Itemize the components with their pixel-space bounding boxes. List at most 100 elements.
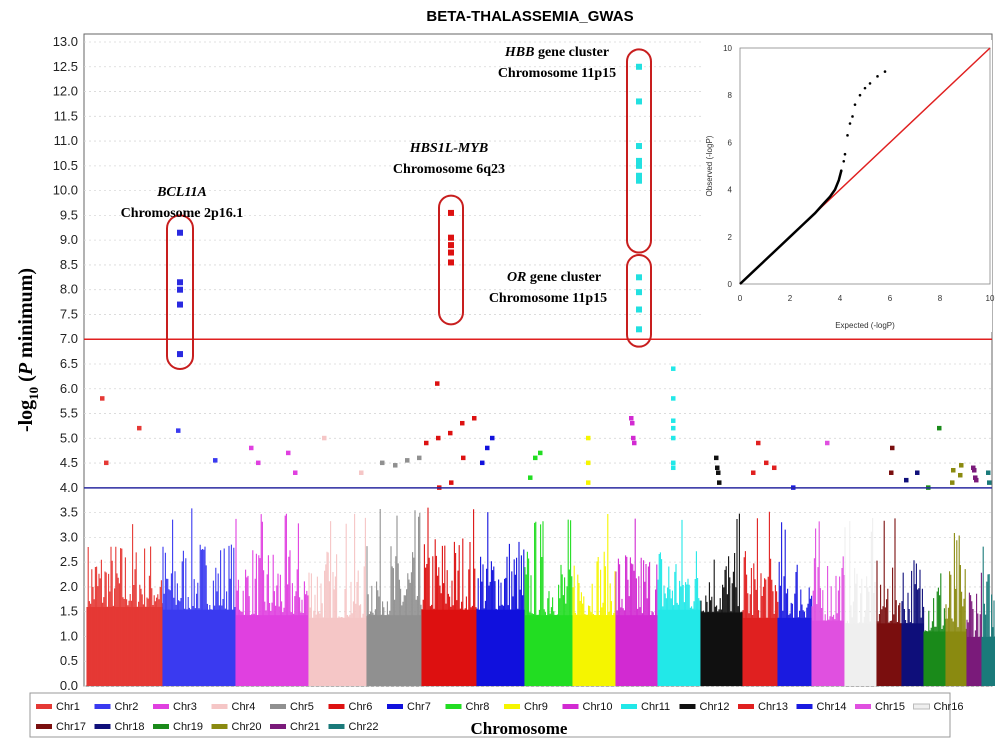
legend-label: Chr2 (115, 701, 139, 713)
qq-marks (739, 47, 991, 285)
hit-point (772, 465, 777, 471)
legend-label: Chr20 (232, 721, 262, 733)
hit-point (137, 425, 142, 431)
legend-label: Chr19 (173, 721, 203, 733)
hit-point (424, 440, 429, 446)
y-tick-label: 5.0 (60, 430, 78, 445)
snp-strands (876, 518, 902, 686)
hit-point (100, 396, 105, 401)
y-tick-label: 8.5 (60, 257, 78, 272)
y-tick-label: 11.0 (54, 133, 78, 148)
annotation-hbs1l-location: Chromosome 6q23 (393, 162, 505, 177)
legend-item-chr15: Chr15 (855, 701, 905, 713)
hit-point (480, 460, 485, 466)
chromosome-band-chr9 (572, 514, 616, 686)
chromosome-band-chr3 (235, 513, 309, 686)
hit-point (937, 425, 942, 431)
legend-item-chr16: Chr16 (913, 701, 963, 713)
locus-point (636, 98, 642, 105)
legend-label: Chr9 (524, 701, 548, 713)
hit-point (972, 468, 977, 473)
legend-label: Chr3 (173, 701, 197, 713)
hit-point (490, 435, 495, 441)
snp-strands (966, 572, 982, 686)
chromosome-band-chr15 (811, 521, 845, 686)
snp-strands (844, 518, 877, 686)
locus-highlight-oval (166, 214, 194, 370)
chromosome-band-chr22 (981, 546, 995, 686)
snp-strands (366, 509, 422, 686)
legend-swatch (738, 704, 754, 709)
annotation-hbb-gene: HBB (504, 45, 535, 60)
hit-point (538, 450, 543, 456)
chromosome-band-chr21 (966, 572, 982, 686)
hit-point (449, 480, 454, 485)
hit-point (322, 435, 327, 441)
hit-point (671, 460, 676, 466)
snp-strands (572, 514, 616, 686)
qq-point (839, 169, 843, 173)
chromosome-band-chr13 (742, 511, 779, 686)
y-tick-label: 7.5 (60, 306, 78, 321)
y-tick-label: 13.0 (53, 34, 78, 49)
locus-point (448, 249, 454, 256)
legend-label: Chr21 (290, 721, 320, 733)
y-tick-label: 2.0 (60, 579, 78, 594)
suggestive-hits (100, 366, 992, 490)
annotation-bcl11a-location: Chromosome 2p16.1 (121, 206, 244, 221)
qq-y-tick: 2 (728, 233, 733, 242)
legend-swatch (211, 704, 228, 709)
locus-point (636, 143, 642, 150)
y-tick-label: 6.0 (60, 381, 78, 396)
qq-y-tick: 4 (728, 186, 733, 195)
legend-swatch (679, 704, 696, 709)
hit-point (825, 440, 830, 446)
legend-swatch (153, 704, 169, 709)
legend-item-chr21: Chr21 (270, 721, 320, 733)
hit-point (256, 460, 261, 466)
snp-strands (86, 524, 164, 686)
snp-strands (421, 507, 477, 686)
y-tick-label: 9.5 (60, 207, 78, 222)
hit-point (971, 465, 976, 471)
background-snps (86, 507, 995, 686)
svg-text:OR gene cluster: OR gene cluster (507, 270, 601, 285)
y-axis-ticks: 0.0 0.5 1.0 1.5 2.0 2.5 3.0 3.5 4.0 4.5 5.0 5.5 6.0 6… (53, 34, 78, 693)
qq-x-tick: 8 (938, 294, 943, 303)
annotation-hbs1l-gene: HBS1L-MYB (409, 141, 489, 156)
y-tick-label: 1.0 (60, 628, 78, 643)
locus-highlight-oval (626, 254, 652, 348)
snp-strands (615, 518, 658, 686)
hit-point (632, 440, 637, 446)
legend-swatch (270, 724, 286, 729)
legend-label: Chr8 (466, 701, 490, 713)
legend-swatch (328, 724, 345, 729)
x-axis-label: Chromosome (471, 719, 568, 738)
qq-observed-curve (739, 170, 843, 285)
legend-swatch (328, 704, 345, 709)
legend-label: Chr6 (349, 701, 373, 713)
legend-swatch (504, 704, 520, 709)
legend-item-chr19: Chr19 (153, 721, 203, 733)
legend-label: Chr10 (583, 701, 613, 713)
legend-item-chr6: Chr6 (328, 701, 373, 713)
hit-point (716, 470, 721, 475)
qq-y-tick: 0 (728, 280, 733, 289)
hit-point (286, 450, 291, 456)
chromosome-band-chr19 (923, 573, 947, 686)
hit-point (756, 440, 761, 446)
annotation-hbb-location: Chromosome 11p15 (498, 66, 616, 81)
hit-point (959, 463, 964, 468)
significant-locus-chr6 (438, 194, 464, 326)
y-tick-label: 5.5 (60, 406, 78, 421)
qq-x-tick: 0 (738, 294, 743, 303)
hit-point (293, 470, 298, 475)
chromosome-band-chr2 (162, 508, 236, 686)
legend-item-chr8: Chr8 (445, 701, 490, 713)
locus-point (636, 162, 642, 169)
hit-point (717, 480, 722, 485)
legend-swatch (36, 724, 52, 729)
chromosome-band-chr8 (524, 519, 573, 686)
hit-point (950, 480, 955, 485)
snp-strands (235, 513, 309, 686)
